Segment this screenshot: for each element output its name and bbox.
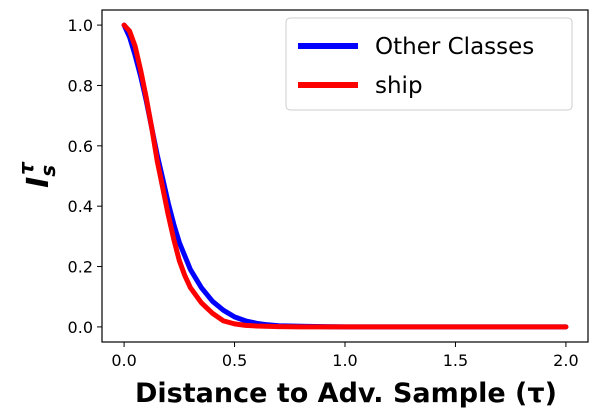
x-tick-label: 0.5 — [222, 351, 247, 370]
legend-frame — [285, 17, 573, 111]
plot-frame — [101, 9, 589, 343]
x-tick-label: 1.0 — [332, 351, 357, 370]
y-tick-label: 0.0 — [68, 318, 93, 337]
y-axis-ticks: 0.0 0.2 0.4 0.6 0.8 1.0 — [68, 16, 102, 337]
y-tick-label: 1.0 — [68, 16, 93, 35]
x-tick-label: 1.5 — [443, 351, 468, 370]
legend: Other Classes ship — [285, 17, 573, 111]
y-axis-title-sub: s — [36, 165, 60, 177]
y-axis-title: Isτ — [14, 161, 60, 188]
y-axis-title-sup: τ — [14, 161, 38, 175]
series-lines — [121, 22, 569, 330]
x-axis-title: Distance to Adv. Sample (τ) — [135, 378, 557, 409]
y-tick-label: 0.2 — [68, 258, 93, 277]
y-tick-label: 0.8 — [68, 76, 93, 95]
x-tick-label: 2.0 — [553, 351, 578, 370]
series-line-ship — [121, 22, 569, 330]
y-axis-title-base: I — [21, 177, 56, 188]
x-tick-label: 0.0 — [111, 351, 136, 370]
legend-label-other-classes: Other Classes — [375, 34, 534, 60]
x-axis-ticks: 0.0 0.5 1.0 1.5 2.0 — [111, 342, 579, 370]
y-tick-label: 0.6 — [68, 137, 93, 156]
legend-label-ship: ship — [375, 73, 423, 99]
y-tick-label: 0.4 — [68, 197, 93, 216]
